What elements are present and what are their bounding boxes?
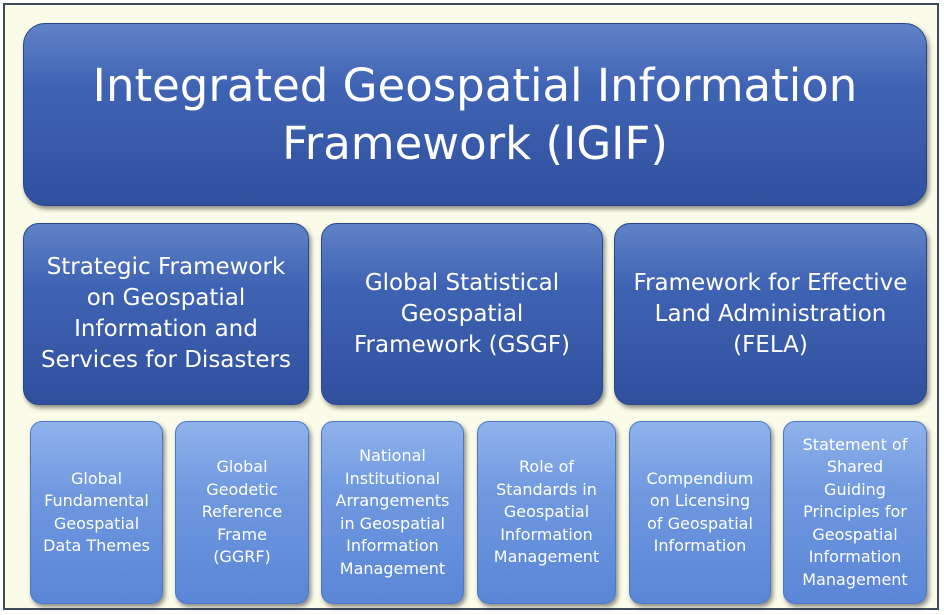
component-label-data-themes: Global Fundamental Geospatial Data Theme… xyxy=(43,468,150,556)
component-box-standards: Role of Standards in Geospatial Informat… xyxy=(477,421,616,604)
component-box-principles: Statement of Shared Guiding Principles f… xyxy=(783,421,927,604)
component-box-licensing: Compendium on Licensing of Geospatial In… xyxy=(629,421,771,604)
component-box-ggrf: Global Geodetic Reference Frame (GGRF) xyxy=(175,421,309,604)
framework-label-gsgf: Global Statistical Geospatial Framework … xyxy=(353,269,571,358)
igif-title: Integrated Geospatial Information Framew… xyxy=(92,58,858,170)
component-box-data-themes: Global Fundamental Geospatial Data Theme… xyxy=(30,421,163,604)
framework-label-fela: Framework for Effective Land Administrat… xyxy=(633,269,908,358)
framework-label-disasters: Strategic Framework on Geospatial Inform… xyxy=(40,254,291,373)
diagram-frame: Integrated Geospatial Information Framew… xyxy=(3,3,939,610)
framework-box-disasters: Strategic Framework on Geospatial Inform… xyxy=(23,223,309,405)
component-label-principles: Statement of Shared Guiding Principles f… xyxy=(802,434,908,589)
component-box-institutional: National Institutional Arrangements in G… xyxy=(321,421,464,604)
component-label-ggrf: Global Geodetic Reference Frame (GGRF) xyxy=(201,457,283,567)
igif-title-box: Integrated Geospatial Information Framew… xyxy=(23,23,927,206)
component-label-licensing: Compendium on Licensing of Geospatial In… xyxy=(646,468,754,556)
framework-box-fela: Framework for Effective Land Administrat… xyxy=(614,223,927,405)
framework-box-gsgf: Global Statistical Geospatial Framework … xyxy=(321,223,603,405)
component-label-institutional: National Institutional Arrangements in G… xyxy=(335,446,450,578)
component-label-standards: Role of Standards in Geospatial Informat… xyxy=(493,457,600,567)
